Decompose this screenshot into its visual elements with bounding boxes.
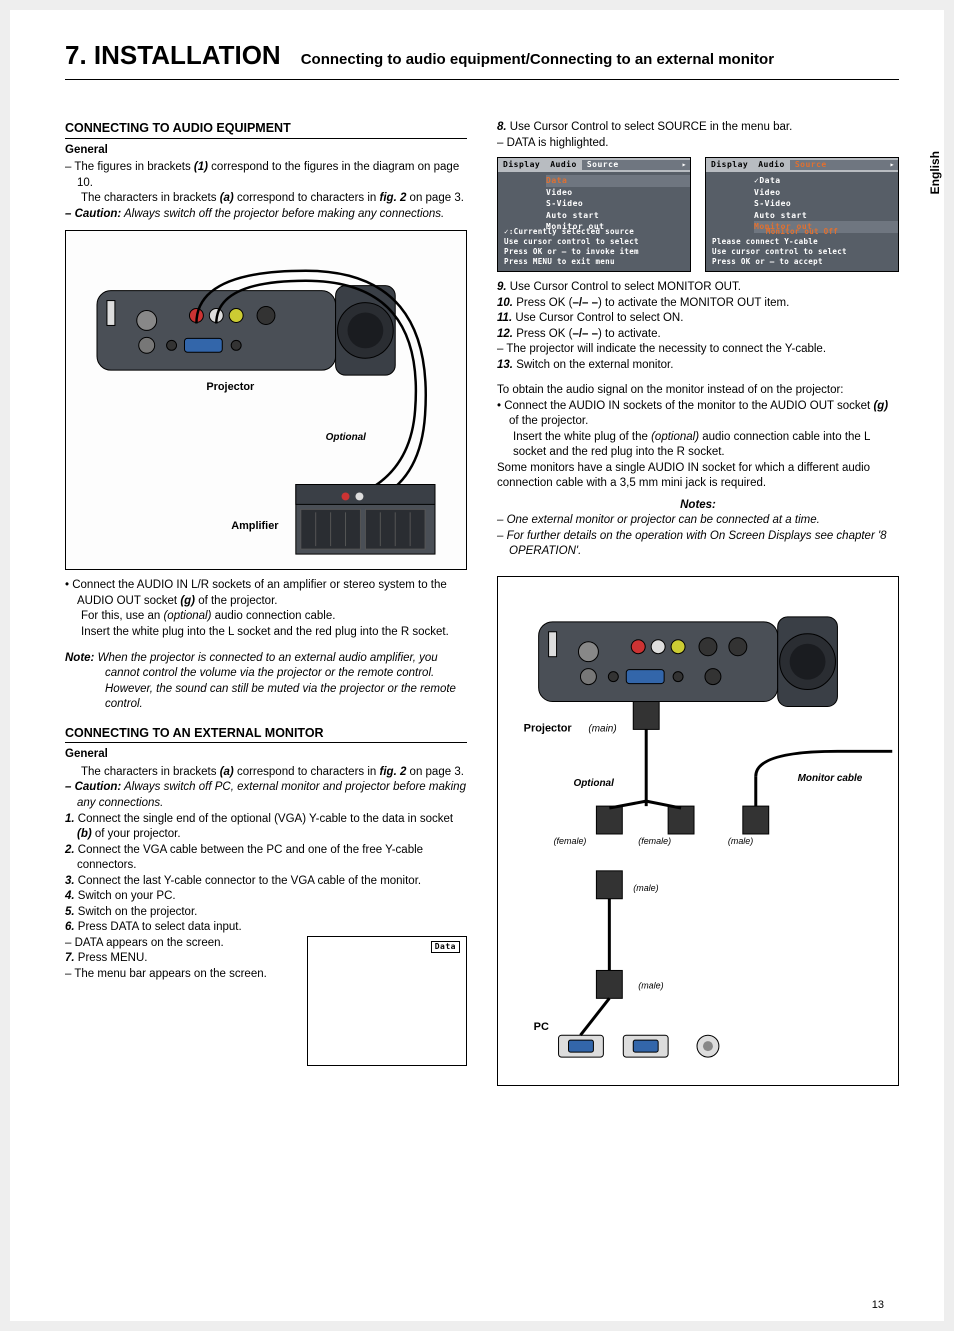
optional-cable-line: For this, use an (optional) audio connec… [65,609,467,625]
section-title-audio: CONNECTING TO AUDIO EQUIPMENT [65,120,467,139]
audio-connection-diagram: Projector Optional [65,230,467,570]
svg-text:(male): (male) [728,836,753,846]
svg-text:Optional: Optional [326,432,367,443]
note-2: – For further details on the operation w… [497,529,899,560]
step-8b: – DATA is highlighted. [497,136,899,152]
step-2: 2. Connect the VGA cable between the PC … [65,843,467,874]
step-1: 1. Connect the single end of the optiona… [65,812,467,843]
language-tab: English [926,145,944,200]
menu-box-2: Display Audio Source▸ ✓Data Video S-Vide… [705,157,899,272]
step-3: 3. Connect the last Y-cable connector to… [65,874,467,890]
note-block: Note: When the projector is connected to… [65,651,467,713]
general-heading-2: General [65,747,467,763]
bullet-audio-in: • Connect the AUDIO IN sockets of the mo… [497,399,899,430]
data-screen-diagram: Data [307,936,467,1066]
menu-box-1: Display Audio Source▸ Data Video S-Video… [497,157,691,272]
page-header: 7. INSTALLATION Connecting to audio equi… [65,40,899,80]
svg-text:Monitor cable: Monitor cable [798,773,863,784]
svg-text:(male): (male) [633,883,658,893]
bullet-insert-plug: Insert the white plug of the (optional) … [497,430,899,461]
step-11: 11. Use Cursor Control to select ON. [497,311,899,327]
step-10: 10. Press OK (–/– –) to activate the MON… [497,296,899,312]
step-13: 13. Switch on the external monitor. [497,358,899,374]
step-4: 4. Switch on your PC. [65,889,467,905]
step-12c: – The projector will indicate the necess… [497,342,899,358]
plug-colors-line: Insert the white plug into the L socket … [65,625,467,641]
notes-title: Notes: [497,498,899,514]
left-column: CONNECTING TO AUDIO EQUIPMENT General – … [65,120,467,1086]
section-title-monitor: CONNECTING TO AN EXTERNAL MONITOR [65,725,467,744]
svg-text:(female): (female) [554,836,587,846]
caution-line: – Caution: Always switch off the project… [65,207,467,223]
step-5: 5. Switch on the projector. [65,905,467,921]
svg-text:PC: PC [534,1021,549,1033]
data-badge: Data [431,941,460,954]
svg-text:(male): (male) [638,980,663,990]
svg-text:Optional: Optional [573,778,614,789]
sec2-general-line: The characters in brackets (a) correspon… [65,765,467,781]
para-single-socket: Some monitors have a single AUDIO IN soc… [497,461,899,492]
right-column: 8. Use Cursor Control to select SOURCE i… [497,120,899,1086]
general-line-2: The characters in brackets (a) correspon… [65,191,467,207]
svg-text:(main): (main) [588,723,616,734]
page-number: 13 [872,1299,884,1311]
general-line-1: – The figures in brackets (1) correspond… [65,160,467,191]
svg-text:Projector: Projector [524,722,573,734]
svg-text:Amplifier: Amplifier [231,521,279,533]
caution-2: – Caution: Always switch off PC, externa… [65,780,467,811]
section-subtitle: Connecting to audio equipment/Connecting… [301,51,774,68]
step-12: 12. Press OK (–/– –) to activate. [497,327,899,343]
connect-bullet: • Connect the AUDIO IN L/R sockets of an… [65,578,467,609]
svg-text:(female): (female) [638,836,671,846]
menu-screenshots: Display Audio Source▸ Data Video S-Video… [497,157,899,272]
svg-text:Projector: Projector [206,382,255,394]
monitor-connection-diagram: Projector (main) Optional (female) (fema… [497,576,899,1086]
step-6: 6. Press DATA to select data input. [65,920,467,936]
general-heading: General [65,143,467,159]
note-1: – One external monitor or projector can … [497,513,899,529]
diagram-svg: Projector Optional [66,231,466,569]
monitor-diagram-svg: Projector (main) Optional (female) (fema… [498,577,898,1085]
step-8: 8. Use Cursor Control to select SOURCE i… [497,120,899,136]
step-9: 9. Use Cursor Control to select MONITOR … [497,280,899,296]
section-number: 7. INSTALLATION [65,40,281,71]
para-obtain-audio: To obtain the audio signal on the monito… [497,383,899,399]
